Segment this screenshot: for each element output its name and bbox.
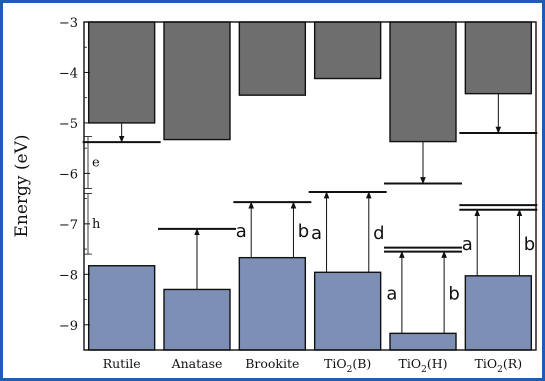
arrow-label-5: a bbox=[311, 223, 322, 244]
conduction-bar-3 bbox=[238, 21, 307, 96]
valence-bar-2 bbox=[163, 288, 231, 351]
conduction-bar-2 bbox=[163, 21, 231, 141]
category-label-6: TiO2(R) bbox=[475, 356, 523, 375]
valence-bar-4 bbox=[313, 271, 382, 351]
range-label-e: e bbox=[92, 156, 100, 171]
y-tick-label--6: −6 bbox=[59, 167, 78, 182]
arrow-label-12: b bbox=[524, 234, 535, 255]
arrow-label-3: a bbox=[236, 221, 247, 242]
category-label-5: TiO2(H) bbox=[399, 356, 448, 375]
category-label-4: TiO2(B) bbox=[324, 356, 371, 375]
arrow-label-11: a bbox=[462, 234, 473, 255]
valence-bar-1 bbox=[87, 265, 156, 351]
y-tick-label--8: −8 bbox=[59, 268, 78, 283]
valence-bar-6 bbox=[464, 275, 533, 351]
conduction-bar-1 bbox=[87, 21, 156, 124]
category-label-1: Rutile bbox=[103, 356, 141, 371]
range-label-h: h bbox=[92, 217, 101, 232]
conduction-bar-4 bbox=[313, 21, 382, 80]
arrow-label-6: d bbox=[373, 223, 384, 244]
valence-bar-5 bbox=[389, 332, 457, 351]
arrow-label-8: a bbox=[386, 283, 397, 304]
arrow-label-4: b bbox=[298, 221, 309, 242]
plot-area-border bbox=[83, 21, 537, 351]
y-tick-label--4: −4 bbox=[59, 66, 78, 81]
conduction-bar-5 bbox=[389, 21, 457, 143]
arrow-label-9: b bbox=[448, 283, 459, 304]
y-tick-label--3: −3 bbox=[59, 16, 78, 31]
y-tick-label--9: −9 bbox=[59, 319, 78, 334]
y-axis-title: Energy (eV) bbox=[12, 134, 32, 237]
conduction-bar-6 bbox=[464, 21, 533, 95]
category-label-3: Brookite bbox=[245, 356, 299, 371]
valence-bar-3 bbox=[238, 256, 307, 351]
y-tick-label--5: −5 bbox=[59, 117, 78, 132]
category-label-2: Anatase bbox=[171, 356, 223, 371]
y-tick-label--7: −7 bbox=[59, 218, 78, 233]
